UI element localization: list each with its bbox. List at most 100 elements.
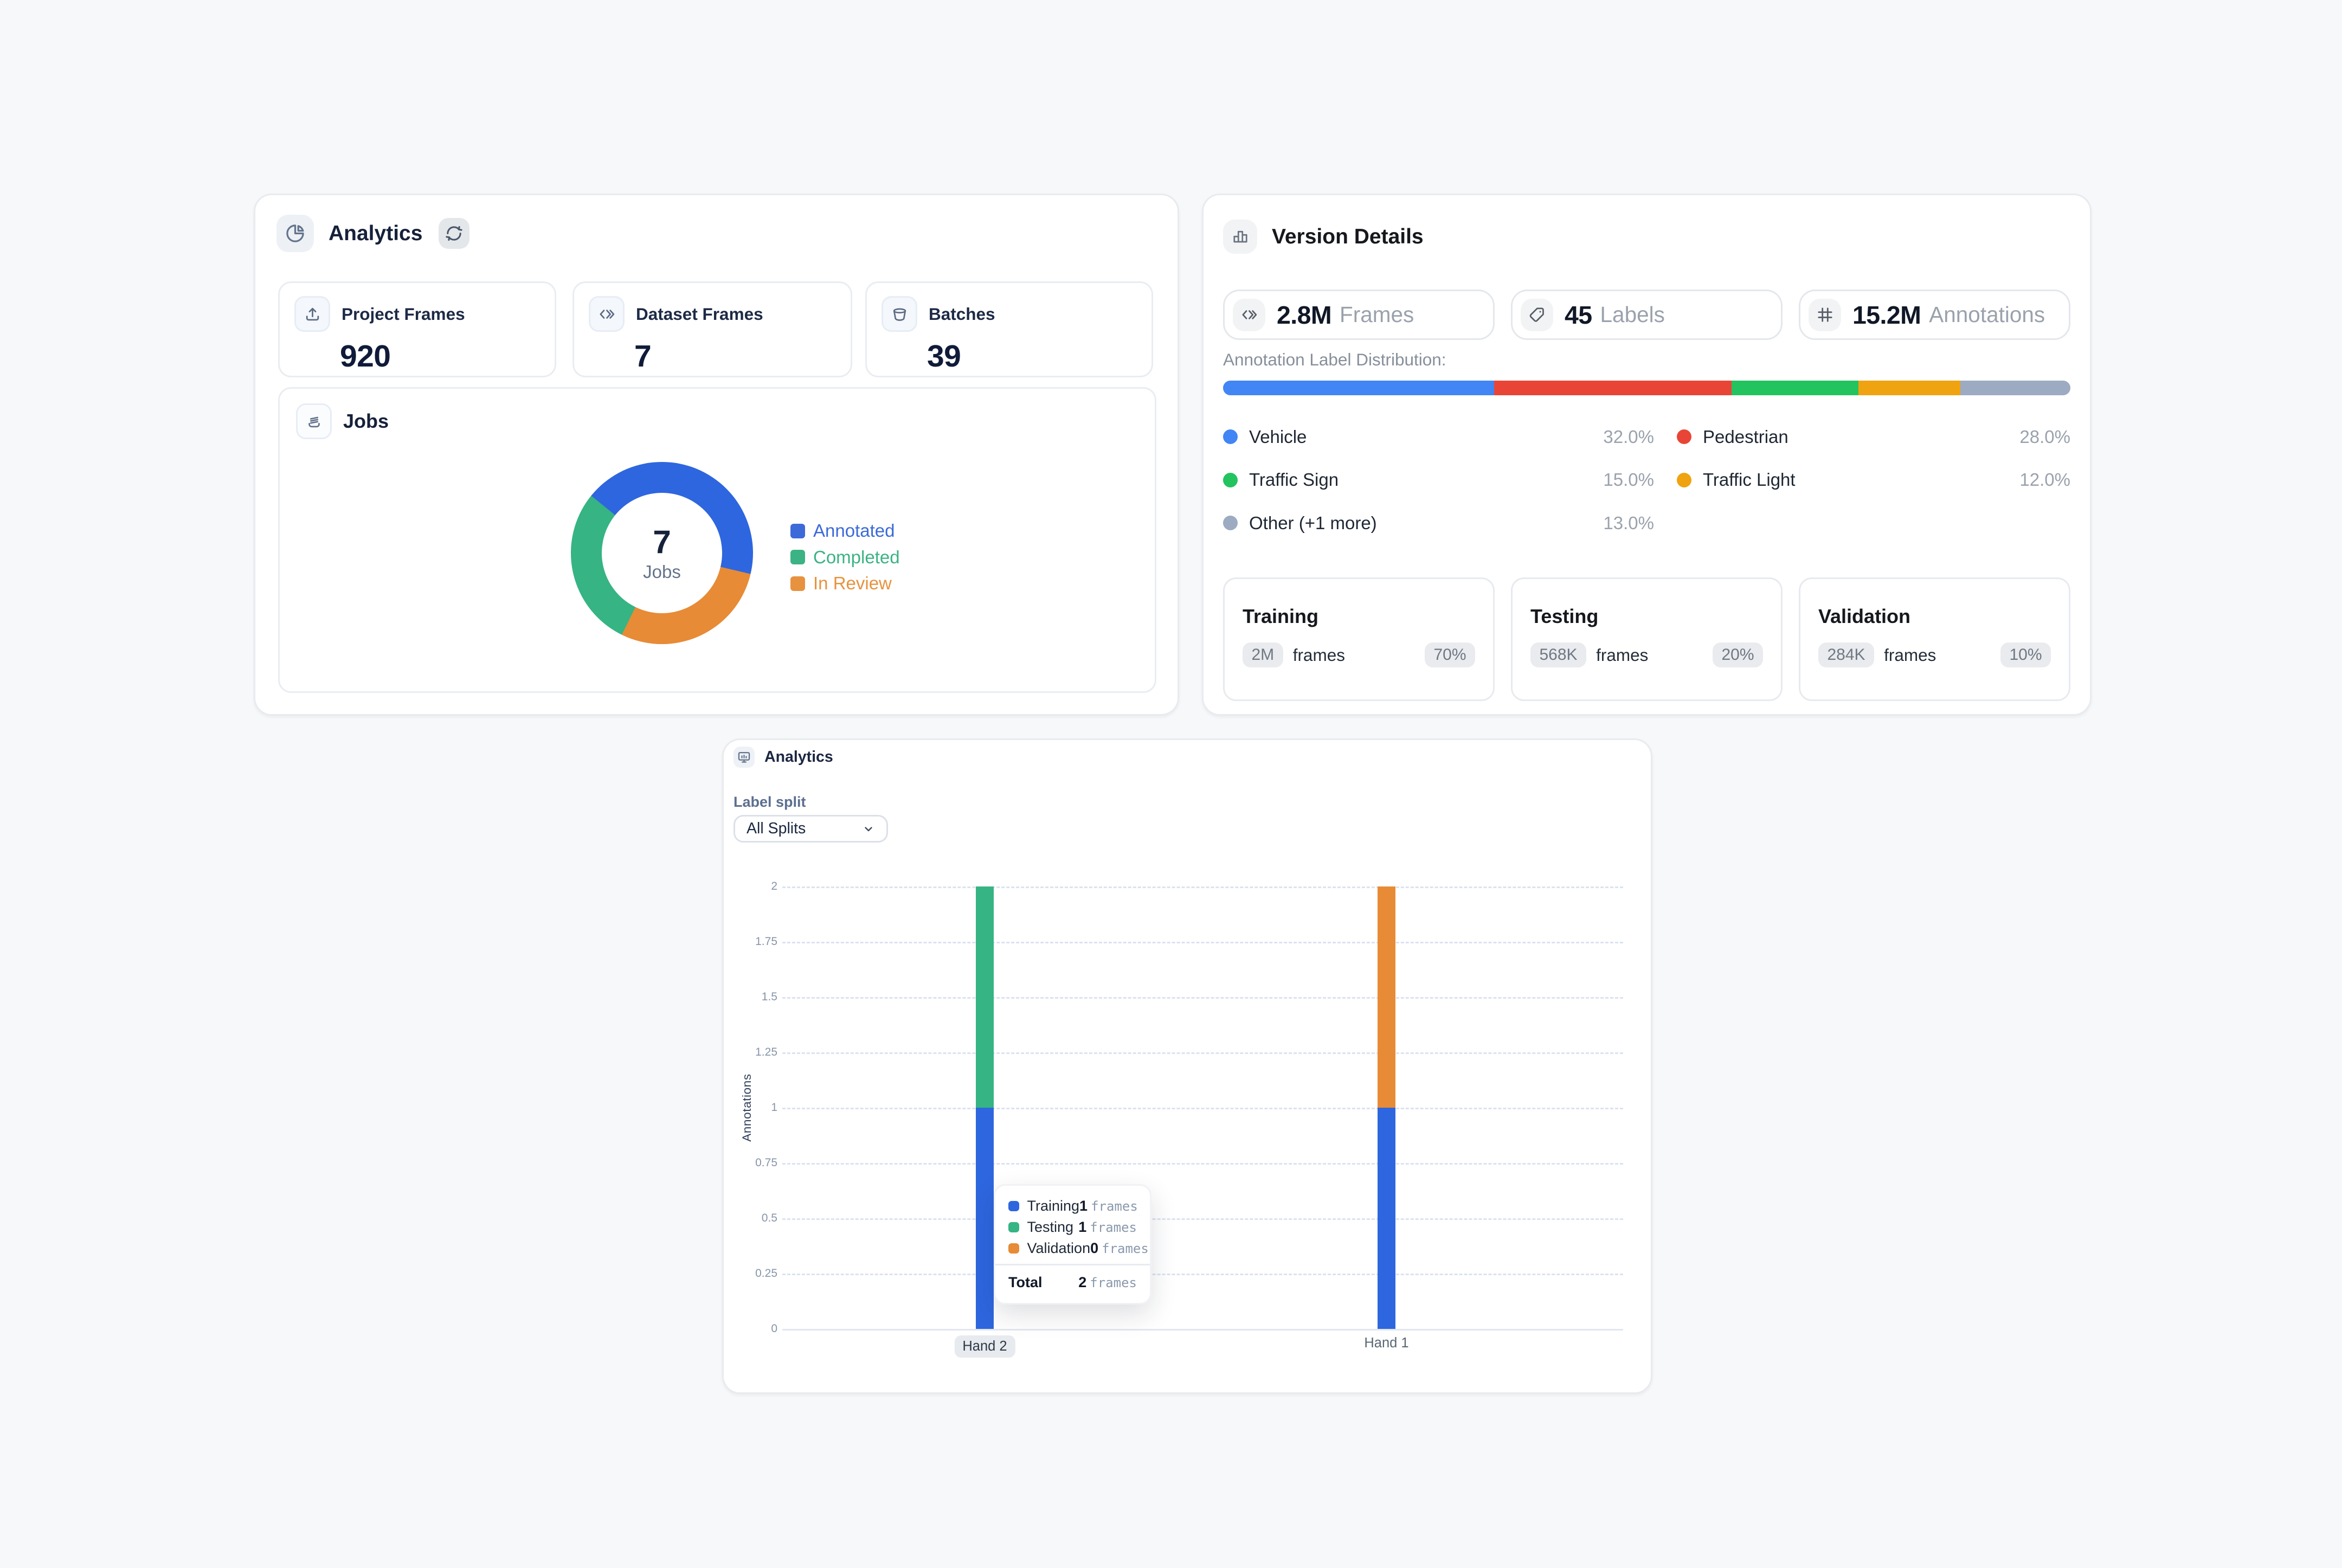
distribution-segment-traffic-sign[interactable] [1731,381,1859,395]
split-unit: frames [1292,645,1345,665]
split-card-validation: Validation 284K frames 10% [1799,577,2070,701]
legend-swatch [790,523,805,538]
y-tick-label: 0.5 [761,1212,777,1224]
stat-label: Dataset Frames [636,304,763,324]
bar-segment-validation-hand-1[interactable] [1378,886,1395,1108]
analytics-card-title: Analytics [329,221,423,245]
distribution-legend: Vehicle 32.0% Pedestrian 28.0% Traffic S… [1223,426,2070,534]
x-axis-label-hand-2[interactable]: Hand 2 [954,1335,1015,1358]
x-axis-label-hand-1[interactable]: Hand 1 [1364,1335,1409,1351]
y-tick-label: 1.5 [761,991,777,1003]
chart-tooltip: Training 1 frames Testing 1 frames Validat… [994,1184,1151,1304]
refresh-button[interactable] [439,218,470,249]
version-card-title: Version Details [1272,224,1424,248]
stat-value: 2.8M [1277,300,1332,329]
stat-value: 7 [634,339,652,374]
legend-swatch [790,576,805,591]
split-card-training: Training 2M frames 70% [1223,577,1495,701]
legend-percent: 13.0% [1603,512,1654,533]
chevrons-icon [1233,298,1265,331]
jobs-stack-icon [296,403,332,439]
y-tick-label: 1.25 [755,1046,777,1058]
split-percent-badge: 70% [1424,642,1475,667]
split-title: Training [1243,605,1319,627]
jobs-title: Jobs [343,410,389,432]
y-tick-label: 0 [771,1322,777,1335]
jobs-count-label: Jobs [643,561,681,582]
legend-label: Other (+1 more) [1249,512,1377,533]
jobs-donut[interactable]: 7 Jobs [571,462,753,644]
tooltip-row-testing: Testing 1 frames [1008,1218,1137,1236]
split-percent-badge: 20% [1712,642,1763,667]
distribution-segment-traffic-light[interactable] [1858,381,1960,395]
bar-segment-training-hand-2[interactable] [976,1108,994,1329]
distribution-segment-pedestrian[interactable] [1494,381,1732,395]
legend-label: Vehicle [1249,426,1307,447]
legend-item-vehicle: Vehicle 32.0% [1223,426,1654,447]
analytics-card: Analytics Project Frames 920 Dataset Fra… [254,194,1179,716]
legend-item-other: Other (+1 more) 13.0% [1223,512,1654,534]
legend-dot [1223,516,1238,530]
chart-plot: Annotations 0 0.25 0.5 0.75 1 1.25 1.5 1.75 2 Han… [724,740,1651,1392]
version-details-card: Version Details 2.8M Frames 45 Labels 15… [1202,194,2092,716]
legend-item-annotated[interactable]: Annotated [790,520,900,541]
bar-chart-icon [1223,220,1257,254]
tooltip-total-label: Total [1008,1274,1043,1290]
legend-percent: 28.0% [2019,426,2070,447]
split-title: Testing [1530,605,1599,627]
tooltip-value: 1 [1078,1219,1087,1235]
tooltip-unit: frames [1102,1241,1149,1256]
legend-item-completed[interactable]: Completed [790,547,900,568]
chart-analytics-card: Analytics Label split All Splits Annotat… [722,738,1652,1394]
split-unit: frames [1596,645,1649,665]
jobs-donut-center: 7 Jobs [602,493,722,613]
tooltip-unit: frames [1091,1199,1138,1214]
legend-item-in-review[interactable]: In Review [790,573,900,594]
tooltip-total-unit: frames [1090,1275,1137,1290]
legend-dot [1223,429,1238,444]
split-percent-badge: 10% [2000,642,2051,667]
legend-swatch [790,550,805,564]
split-unit: frames [1884,645,1936,665]
chevron-down-icon [862,822,875,836]
gridline [782,1274,1623,1275]
chart-card-title: Analytics [764,748,833,766]
jobs-card: Jobs 7 Jobs Annotated Completed [278,387,1156,693]
gridline [782,997,1623,999]
tooltip-value: 1 [1079,1198,1088,1214]
bar-segment-testing-hand-2[interactable] [976,886,994,1108]
stat-unit: Labels [1600,302,1665,327]
monitor-chart-icon [734,747,755,768]
y-tick-label: 0.25 [755,1267,777,1280]
tooltip-label: Validation [1027,1240,1091,1256]
legend-percent: 12.0% [2019,470,2070,490]
version-stat-labels: 45 Labels [1511,290,1783,340]
refresh-icon [446,226,463,241]
distribution-bar [1223,381,2070,395]
distribution-segment-vehicle[interactable] [1223,381,1495,395]
gridline [782,1052,1623,1054]
bar-segment-training-hand-1[interactable] [1378,1108,1395,1329]
stat-value: 15.2M [1852,300,1921,329]
gridline [782,1329,1623,1331]
split-count-badge: 568K [1530,642,1587,667]
legend-percent: 32.0% [1603,426,1654,447]
stat-tile-project-frames: Project Frames 920 [278,281,556,377]
stat-label: Batches [929,304,995,324]
y-tick-label: 1 [771,1101,777,1114]
distribution-segment-other[interactable] [1960,381,2070,395]
split-count-badge: 284K [1818,642,1875,667]
legend-item-traffic-sign: Traffic Sign 15.0% [1223,470,1654,491]
tooltip-divider [995,1264,1150,1265]
tag-icon [1521,298,1553,331]
legend-label: Annotated [813,520,895,541]
tooltip-total-value: 2 [1078,1274,1087,1290]
split-select[interactable]: All Splits [734,815,888,843]
tooltip-swatch [1008,1222,1019,1233]
legend-dot [1223,472,1238,487]
tooltip-label: Testing [1027,1219,1074,1235]
legend-percent: 15.0% [1603,470,1654,490]
tooltip-total-row: Total 2 frames [1008,1274,1137,1291]
stat-tile-batches: Batches 39 [865,281,1153,377]
